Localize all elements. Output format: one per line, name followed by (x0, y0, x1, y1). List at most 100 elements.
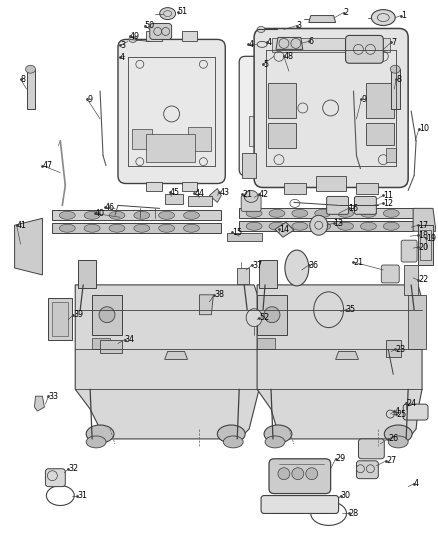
Text: 4: 4 (414, 479, 419, 488)
Bar (242, 153, 256, 177)
Bar (227, 233, 262, 241)
Bar (146, 31, 162, 42)
Ellipse shape (244, 190, 258, 203)
Text: 43: 43 (219, 188, 230, 197)
Ellipse shape (264, 425, 292, 443)
Bar (367, 123, 394, 145)
Bar (187, 197, 212, 206)
Ellipse shape (223, 436, 243, 448)
Ellipse shape (390, 65, 400, 73)
Ellipse shape (371, 10, 395, 26)
Ellipse shape (129, 36, 137, 43)
Text: 29: 29 (336, 454, 346, 463)
Bar (92, 295, 122, 335)
Ellipse shape (383, 209, 399, 217)
FancyBboxPatch shape (403, 404, 428, 420)
Bar (284, 182, 306, 195)
Text: 17: 17 (418, 221, 428, 230)
Polygon shape (75, 285, 259, 439)
Text: 19: 19 (426, 233, 436, 243)
Text: 4: 4 (120, 53, 125, 62)
Ellipse shape (134, 224, 150, 232)
Bar (408, 295, 426, 350)
Text: 18: 18 (418, 231, 428, 240)
Bar (132, 129, 152, 149)
Text: 46: 46 (105, 203, 115, 212)
Polygon shape (309, 15, 336, 22)
Text: 26: 26 (388, 434, 399, 443)
Bar (78, 260, 96, 288)
FancyBboxPatch shape (254, 28, 408, 188)
Text: 25: 25 (396, 409, 406, 418)
Ellipse shape (84, 224, 100, 232)
Text: 44: 44 (194, 189, 205, 198)
Text: 28: 28 (349, 509, 359, 518)
Bar (367, 83, 394, 118)
Ellipse shape (257, 27, 265, 33)
Text: 13: 13 (334, 219, 344, 228)
Polygon shape (35, 396, 44, 411)
Text: 47: 47 (42, 161, 53, 170)
Ellipse shape (109, 212, 125, 219)
Text: 34: 34 (125, 335, 135, 344)
Ellipse shape (217, 425, 245, 443)
Polygon shape (165, 351, 187, 359)
Polygon shape (53, 302, 68, 336)
Polygon shape (14, 219, 42, 275)
FancyBboxPatch shape (381, 265, 399, 283)
Bar (386, 340, 401, 358)
Text: 52: 52 (259, 313, 269, 322)
Bar (257, 337, 275, 350)
Ellipse shape (246, 222, 262, 230)
Text: 4: 4 (248, 40, 253, 49)
Ellipse shape (264, 307, 280, 322)
Ellipse shape (285, 250, 309, 286)
Text: 14: 14 (279, 225, 289, 234)
Ellipse shape (384, 425, 412, 443)
Text: 24: 24 (406, 399, 416, 408)
Bar (146, 134, 195, 161)
Text: 16: 16 (349, 204, 359, 213)
Ellipse shape (184, 224, 199, 232)
Bar (165, 195, 183, 204)
Ellipse shape (265, 436, 285, 448)
Text: 10: 10 (419, 124, 429, 133)
Text: 3: 3 (297, 21, 302, 30)
Text: 36: 36 (309, 261, 319, 270)
Ellipse shape (159, 212, 175, 219)
Ellipse shape (86, 425, 114, 443)
Ellipse shape (59, 212, 75, 219)
Ellipse shape (278, 468, 290, 480)
Ellipse shape (360, 222, 376, 230)
Ellipse shape (84, 212, 100, 219)
Text: 5: 5 (263, 60, 268, 69)
Bar (316, 175, 346, 191)
Bar (249, 116, 309, 146)
Bar (182, 31, 198, 42)
Bar (268, 123, 296, 148)
Polygon shape (275, 222, 294, 237)
Ellipse shape (338, 222, 353, 230)
Ellipse shape (25, 65, 35, 73)
Bar (146, 182, 162, 191)
Bar (420, 230, 431, 260)
Polygon shape (48, 298, 72, 340)
Ellipse shape (99, 307, 115, 322)
FancyBboxPatch shape (358, 439, 384, 459)
Bar (257, 295, 287, 335)
FancyBboxPatch shape (346, 35, 383, 63)
Text: 40: 40 (95, 209, 105, 218)
Ellipse shape (59, 224, 75, 232)
Text: 51: 51 (177, 7, 188, 16)
Bar (53, 211, 221, 220)
Polygon shape (336, 351, 358, 359)
Ellipse shape (315, 222, 331, 230)
Polygon shape (404, 265, 418, 295)
Text: 3: 3 (120, 41, 125, 50)
Text: 50: 50 (145, 21, 155, 30)
Text: 33: 33 (48, 392, 58, 401)
Bar (182, 182, 198, 191)
Text: 45: 45 (170, 188, 180, 197)
Text: 30: 30 (341, 491, 350, 500)
Bar (187, 127, 212, 151)
